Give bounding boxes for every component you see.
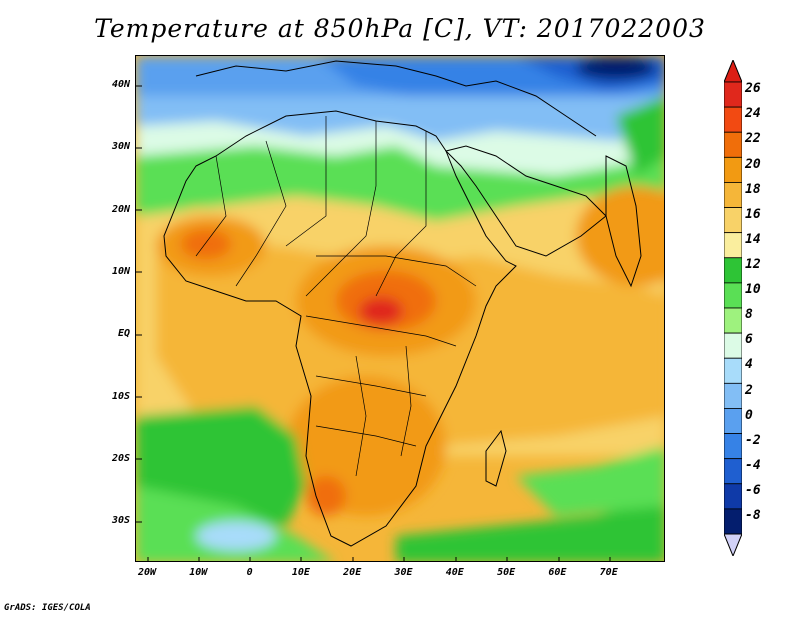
colorbar-label: -6 <box>745 483 761 499</box>
lat-label: 10N <box>111 265 130 277</box>
colorbar-segment <box>724 307 742 334</box>
colorbar-label: 12 <box>745 257 761 273</box>
lon-label: 50E <box>497 567 516 578</box>
colorbar-label: 10 <box>745 282 761 298</box>
colorbar-segment <box>724 357 742 384</box>
colorbar-label: 26 <box>745 81 761 97</box>
colorbar-segment <box>724 508 742 535</box>
map-graticule <box>136 85 611 561</box>
temperature-field <box>136 56 664 561</box>
lon-label: 10E <box>291 567 310 578</box>
lat-label: 20S <box>111 452 130 464</box>
colorbar-segment <box>724 207 742 234</box>
colorbar-segment <box>724 131 742 158</box>
lon-label: 60E <box>548 567 567 578</box>
lon-label: 20E <box>343 567 362 578</box>
lon-label: 10W <box>189 567 208 578</box>
colorbar-label: 14 <box>745 231 761 247</box>
lat-label: 20N <box>111 203 130 215</box>
colorbar-label: 4 <box>745 357 753 373</box>
africa-coastline <box>163 110 517 547</box>
lat-label: 30S <box>111 515 130 527</box>
madagascar-coastline <box>485 429 507 487</box>
lat-label: 10S <box>111 390 130 402</box>
colorbar-label: -4 <box>745 457 761 473</box>
colorbar-label: -2 <box>745 432 761 448</box>
colorbar-label: 2 <box>745 382 753 398</box>
lon-label: 0 <box>246 567 253 578</box>
colorbar-segment <box>724 332 742 359</box>
colorbar-label: -8 <box>745 508 761 524</box>
colorbar-segment <box>724 282 742 309</box>
chart-title: Temperature at 850hPa [C], VT: 201702200… <box>94 14 706 43</box>
colorbar-segment <box>724 156 742 183</box>
colorbar-segment <box>724 182 742 208</box>
coastlines <box>163 60 642 547</box>
india-coastline <box>605 155 642 288</box>
credit-text: GrADS: IGES/COLA <box>4 603 91 613</box>
colorbar-top-arrow <box>724 60 742 83</box>
lon-label: 30E <box>394 567 413 578</box>
colorbar-bottom-arrow <box>724 533 742 556</box>
temperature-map <box>136 56 664 561</box>
colorbar-segment <box>724 433 742 460</box>
colorbar-label: 0 <box>745 407 753 423</box>
colorbar-segment <box>724 483 742 510</box>
lat-label: 30N <box>111 141 130 153</box>
lat-label: EQ <box>117 328 130 340</box>
colorbar-label: 22 <box>745 131 761 147</box>
colorbar-label: 24 <box>745 106 761 122</box>
colorbar-segment <box>724 458 742 485</box>
colorbar-segment <box>724 81 742 108</box>
colorbar-label: 18 <box>745 181 761 197</box>
colorbar-segment <box>724 382 742 409</box>
colorbar-segment <box>724 232 742 259</box>
colorbar-segment <box>724 106 742 133</box>
color-scale-bar <box>724 60 742 556</box>
lon-label: 20W <box>137 567 157 578</box>
colorbar-label: 8 <box>745 307 753 323</box>
colorbar-segment <box>724 408 742 434</box>
colorbar-label: 6 <box>745 332 753 348</box>
lon-label: 70E <box>599 567 618 578</box>
colorbar-label: 16 <box>745 206 761 222</box>
colorbar-label: 20 <box>745 156 761 172</box>
lon-label: 40E <box>445 567 464 578</box>
arabia-coastline <box>445 145 607 257</box>
europe-coastline <box>195 60 597 137</box>
lat-label: 40N <box>111 79 130 90</box>
country-borders <box>195 116 477 477</box>
map-panel <box>135 55 665 562</box>
colorbar-segment <box>724 257 742 284</box>
